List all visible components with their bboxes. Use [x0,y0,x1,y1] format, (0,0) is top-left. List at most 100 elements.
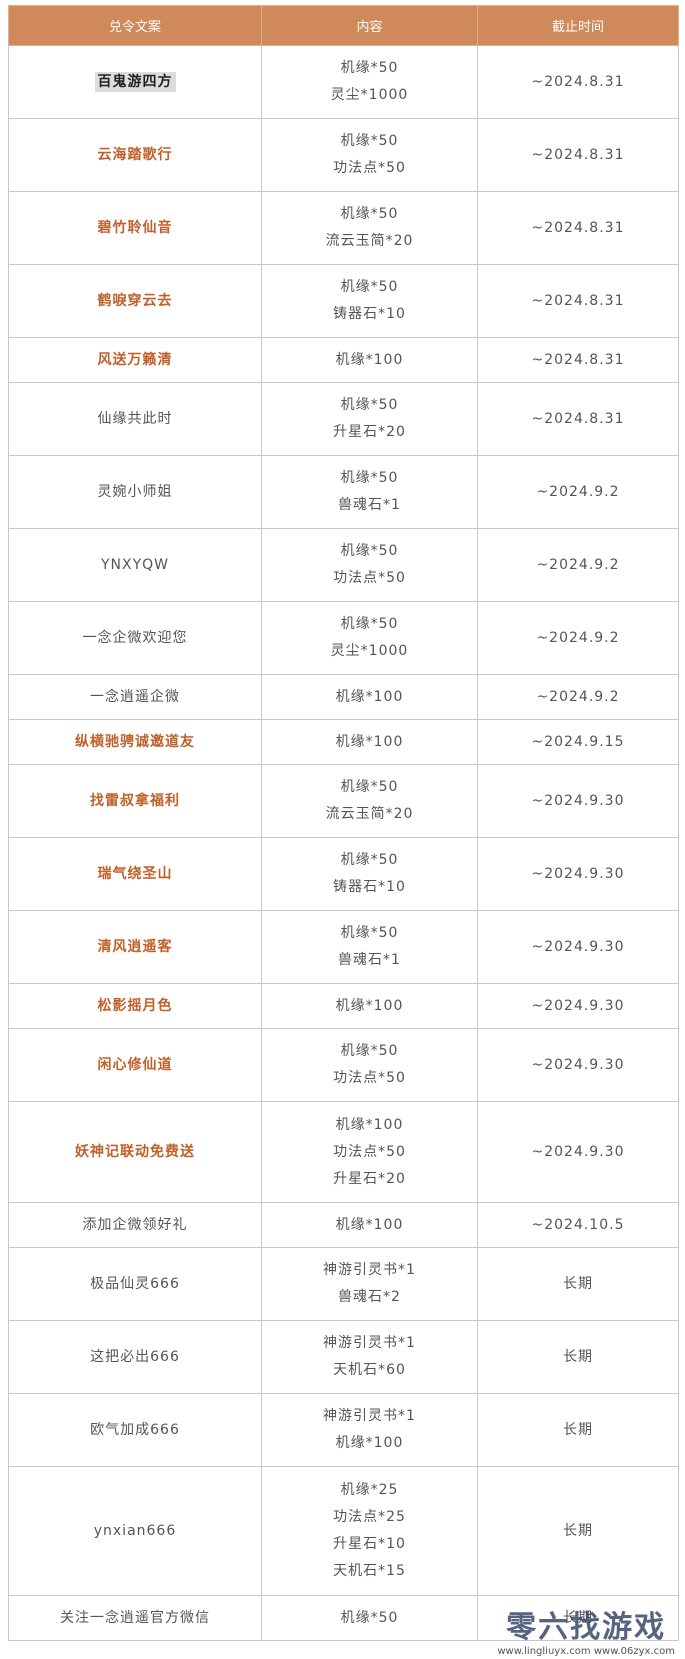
code-cell: 一念逍遥企微 [8,674,262,720]
deadline-cell: ~2024.9.2 [477,455,679,529]
content-item: 兽魂石*1 [338,497,401,513]
code-text: YNXYQW [100,556,170,573]
content-cell: 机缘*50 升星石*20 [261,382,478,456]
code-cell: 云海踏歌行 [8,118,262,192]
code-cell: 风送万籁清 [8,337,262,383]
content-item: 兽魂石*2 [338,1289,401,1305]
table-row: 一念逍遥企微 机缘*100 ~2024.9.2 [8,674,679,720]
deadline-cell: ~2024.8.31 [477,382,679,456]
content-item: 机缘*50 [340,1043,399,1059]
code-cell: 欧气加成666 [8,1393,262,1467]
code-cell: 找雷叔拿福利 [8,764,262,838]
table-row: 清风逍遥客 机缘*50 兽魂石*1 ~2024.9.30 [8,910,679,984]
code-cell: 灵婉小师姐 [8,455,262,529]
code-text: 欧气加成666 [90,1421,180,1438]
code-text: 添加企微领好礼 [82,1216,188,1233]
table-row: ynxian666 机缘*25 功法点*25 升星石*10 天机石*15 长期 [8,1466,679,1596]
header-cell: 截止时间 [477,5,679,46]
table-row: 风送万籁清 机缘*100 ~2024.8.31 [8,337,679,383]
table-row: 碧竹聆仙音 机缘*50 流云玉简*20 ~2024.8.31 [8,191,679,265]
header-cell: 内容 [261,5,478,46]
content-cell: 机缘*50 兽魂石*1 [261,910,478,984]
code-cell: 松影摇月色 [8,983,262,1029]
content-item: 功法点*50 [333,160,406,176]
content-item: 升星石*20 [333,424,406,440]
content-cell: 机缘*50 功法点*50 [261,528,478,602]
deadline-cell: ~2024.8.31 [477,45,679,119]
code-cell: 关注一念逍遥官方微信 [8,1595,262,1641]
code-text: 瑞气绕圣山 [97,865,173,882]
content-item: 机缘*100 [335,1435,404,1451]
code-cell: 仙缘共此时 [8,382,262,456]
code-text: 找雷叔拿福利 [90,792,180,809]
content-cell: 神游引灵书*1 天机石*60 [261,1320,478,1394]
code-text: 云海踏歌行 [97,146,173,163]
watermark: 零六找游戏 www.lingliuyx.com www.06zyx.com [497,1602,675,1657]
table-row: 一念企微欢迎您 机缘*50 灵尘*1000 ~2024.9.2 [8,601,679,675]
content-item: 神游引灵书*1 [323,1335,416,1351]
code-text: ynxian666 [93,1522,177,1539]
code-cell: YNXYQW [8,528,262,602]
deadline-cell: ~2024.9.30 [477,910,679,984]
content-item: 机缘*50 [340,279,399,295]
code-text: 仙缘共此时 [97,410,173,427]
content-item: 机缘*50 [340,543,399,559]
content-item: 灵尘*1000 [330,87,409,103]
content-item: 功法点*25 [333,1509,406,1525]
deadline-cell: 长期 [477,1595,679,1641]
table-row: 松影摇月色 机缘*100 ~2024.9.30 [8,983,679,1029]
code-text: 一念企微欢迎您 [82,629,188,646]
code-table: 兑令文案 内容 截止时间 百鬼游四方 机缘*50 灵尘*1000 ~2024.8.31… [8,5,679,1641]
deadline-cell: ~2024.9.30 [477,1028,679,1102]
code-cell: 清风逍遥客 [8,910,262,984]
code-text: 这把必出666 [90,1348,180,1365]
content-cell: 机缘*50 功法点*50 [261,118,478,192]
deadline-cell: ~2024.8.31 [477,191,679,265]
content-item: 神游引灵书*1 [323,1408,416,1424]
content-item: 机缘*50 [340,925,399,941]
content-item: 机缘*100 [335,733,404,750]
code-text: 一念逍遥企微 [90,688,180,705]
content-item: 机缘*100 [335,997,404,1014]
deadline-cell: ~2024.9.2 [477,674,679,720]
deadline-cell: ~2024.9.2 [477,528,679,602]
content-item: 机缘*50 [340,206,399,222]
content-item: 铸器石*10 [333,306,406,322]
content-item: 机缘*50 [340,470,399,486]
table-row: 灵婉小师姐 机缘*50 兽魂石*1 ~2024.9.2 [8,455,679,529]
deadline-cell: 长期 [477,1393,679,1467]
code-text: 极品仙灵666 [90,1275,180,1292]
code-text: 灵婉小师姐 [97,483,173,500]
content-item: 天机石*60 [333,1362,406,1378]
table-row: 添加企微领好礼 机缘*100 ~2024.10.5 [8,1202,679,1248]
code-cell: 闲心修仙道 [8,1028,262,1102]
content-item: 神游引灵书*1 [323,1262,416,1278]
table-row: 极品仙灵666 神游引灵书*1 兽魂石*2 长期 [8,1247,679,1321]
code-cell: 碧竹聆仙音 [8,191,262,265]
table-row: 找雷叔拿福利 机缘*50 流云玉简*20 ~2024.9.30 [8,764,679,838]
content-item: 机缘*100 [335,1216,404,1233]
watermark-urls: www.lingliuyx.com www.06zyx.com [497,1646,675,1657]
table-row: 纵横驰骋诚邀道友 机缘*100 ~2024.9.15 [8,719,679,765]
watermark-title: 零六找游戏 [506,1610,667,1645]
content-item: 升星石*20 [333,1170,406,1187]
deadline-cell: ~2024.9.15 [477,719,679,765]
content-item: 功法点*50 [333,1070,406,1086]
content-item: 机缘*50 [340,397,399,413]
code-text: 碧竹聆仙音 [97,219,173,236]
code-cell: 这把必出666 [8,1320,262,1394]
deadline-cell: ~2024.9.30 [477,764,679,838]
content-item: 机缘*50 [340,616,399,632]
table-row: 百鬼游四方 机缘*50 灵尘*1000 ~2024.8.31 [8,45,679,119]
code-cell: 添加企微领好礼 [8,1202,262,1248]
content-item: 天机石*15 [333,1563,406,1579]
content-item: 机缘*100 [335,351,404,368]
content-item: 功法点*50 [333,570,406,586]
content-cell: 机缘*50 铸器石*10 [261,264,478,338]
content-cell: 机缘*50 灵尘*1000 [261,45,478,119]
code-text: 纵横驰骋诚邀道友 [75,733,195,750]
table-row: 云海踏歌行 机缘*50 功法点*50 ~2024.8.31 [8,118,679,192]
code-text: 关注一念逍遥官方微信 [60,1609,210,1626]
code-text: 闲心修仙道 [97,1056,173,1073]
